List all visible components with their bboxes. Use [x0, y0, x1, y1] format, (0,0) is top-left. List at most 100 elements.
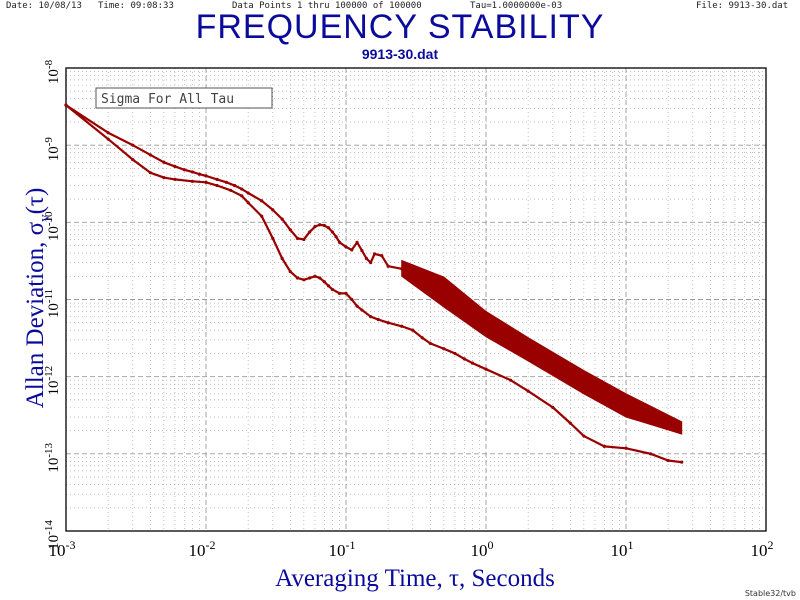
x-tick-mantissa: 10 — [611, 541, 628, 560]
series-3-point — [624, 446, 628, 450]
y-tick-exponent: -13 — [43, 443, 55, 458]
series-3-point — [295, 276, 300, 280]
series-3-point — [215, 183, 219, 188]
series-1-point — [313, 225, 317, 229]
series-1-point — [369, 261, 373, 265]
x-tick-mantissa: 10 — [49, 541, 66, 560]
series-3-point — [428, 341, 432, 345]
x-tick-exponent: -1 — [346, 538, 356, 552]
series-1-point — [386, 264, 390, 268]
series-3-point — [302, 278, 306, 282]
series-1-point — [232, 183, 237, 188]
series-3-point — [204, 180, 208, 184]
series-1-point — [197, 172, 202, 176]
grid-lines — [66, 68, 766, 531]
series-1-point — [364, 256, 369, 261]
series-1-point — [280, 217, 284, 221]
y-axis-label-subscript: y — [37, 214, 53, 222]
footer-credit: Stable32/tvb — [744, 589, 796, 598]
series-layer — [64, 103, 684, 464]
series-1-point — [106, 131, 110, 135]
series-3-point — [526, 389, 530, 393]
y-tick-label: 10-13 — [43, 443, 62, 473]
series-1-point — [318, 223, 322, 227]
legend-frame — [95, 87, 273, 109]
x-tick-label: 102 — [751, 538, 774, 560]
x-tick-mantissa: 10 — [751, 541, 768, 560]
series-3-point — [462, 357, 466, 361]
series-3-point — [400, 324, 404, 328]
series-1-point — [260, 199, 264, 203]
series-1-point — [246, 191, 250, 195]
y-tick-label: 10-8 — [43, 59, 62, 84]
x-tick-exponent: -3 — [66, 538, 76, 552]
x-tick-label: 100 — [471, 538, 494, 560]
series-1-point — [337, 240, 342, 244]
header-time: Time: 09:08:33 — [98, 1, 174, 11]
series-3-point — [470, 361, 475, 365]
series-1-point — [288, 228, 292, 232]
series-3-point — [280, 256, 284, 261]
chart-title: FREQUENCY STABILITY — [195, 8, 605, 46]
series-1-point — [330, 230, 335, 234]
x-tick-labels: 10-3 10-2 10-1 100 101 102 — [49, 538, 774, 560]
series-3-point — [344, 291, 348, 295]
chart-subtitle: 9913-30.dat — [361, 46, 439, 62]
y-tick-label: 10-14 — [43, 520, 62, 550]
series-1-point — [173, 164, 177, 169]
y-tick-exponent: -8 — [43, 59, 55, 69]
series-1-point — [131, 143, 135, 147]
y-tick-label: 10-10 — [43, 211, 62, 241]
series-3-point — [484, 367, 488, 371]
y-tick-exponent: -11 — [43, 289, 55, 303]
series-3-point — [288, 269, 292, 274]
series-1-point — [355, 240, 359, 244]
header-tau: Tau=1.0000000e-03 — [470, 1, 563, 11]
series-1-point — [326, 226, 331, 230]
series-1-point — [204, 174, 208, 178]
series-3-point — [582, 434, 586, 438]
legend-box: Sigma For All Tau — [95, 87, 273, 109]
y-tick-exponent: -14 — [43, 520, 55, 535]
series-3-point — [162, 175, 166, 180]
series-3-point — [551, 405, 555, 409]
series-3-point — [369, 315, 373, 319]
x-tick-label: 10-2 — [189, 538, 216, 560]
series-3-point — [330, 287, 335, 292]
series-1-point — [162, 160, 166, 164]
series-3-point — [376, 317, 380, 322]
y-axis-label-tail: (τ) — [22, 188, 49, 215]
series-1-point — [334, 235, 338, 239]
series-1-point — [224, 180, 229, 184]
series-3-point — [350, 297, 354, 302]
series-3-point — [190, 179, 195, 183]
series-3-point — [411, 328, 415, 332]
series-1-point — [308, 230, 312, 234]
x-tick-mantissa: 10 — [329, 541, 346, 560]
series-1-point — [360, 249, 364, 253]
series-3-point — [148, 171, 152, 175]
y-tick-label: 10-12 — [43, 366, 62, 396]
series-3-point — [322, 280, 326, 284]
series-1-point — [344, 245, 348, 249]
series-3-point — [386, 321, 390, 325]
series-3-point — [602, 444, 606, 448]
series-1-point — [271, 208, 275, 212]
x-tick-label: 101 — [611, 538, 634, 560]
series-3-point — [420, 336, 424, 340]
y-tick-exponent: -12 — [43, 366, 55, 381]
series-3-point — [318, 276, 322, 280]
series-1-point — [148, 153, 152, 157]
series-3-point — [326, 284, 331, 288]
series-1-point — [322, 223, 326, 228]
series-1-point — [372, 252, 377, 256]
x-tick-label: 10-3 — [49, 538, 76, 560]
header-file: File: 9913-30.dat — [696, 1, 789, 11]
series-1-point — [190, 170, 195, 174]
header-data-points: Data Points 1 thru 100000 of 100000 — [232, 1, 422, 11]
y-tick-mantissa: 10 — [46, 226, 62, 241]
series-3-point — [337, 291, 342, 295]
y-tick-mantissa: 10 — [46, 458, 62, 473]
y-tick-exponent: -9 — [43, 137, 55, 147]
